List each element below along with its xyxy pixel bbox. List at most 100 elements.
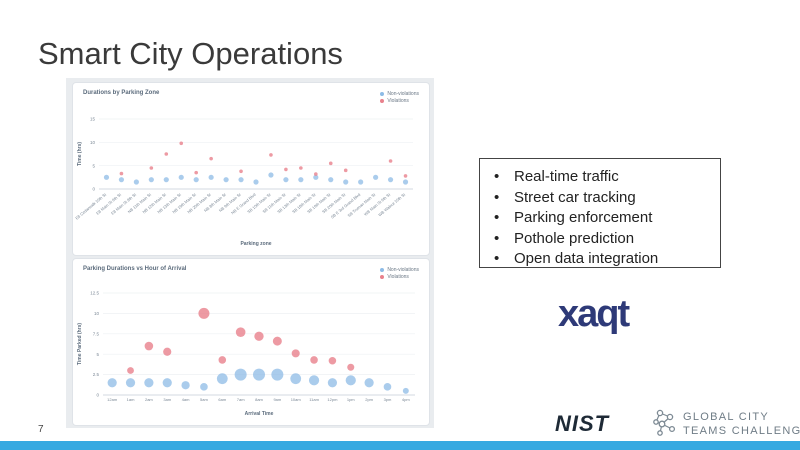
- gctc-network-icon: [653, 409, 676, 436]
- parking-zone-chart-card: 0 5 10 15 E8 Cedarwalk 10th St E8 Main St 9th…: [72, 82, 430, 256]
- feature-list-box: Real-time traffic Street car tracking Pa…: [479, 158, 721, 268]
- non-violation-point: [133, 179, 139, 185]
- chart-1-title: Durations by Parking Zone: [83, 90, 160, 96]
- violation-point: [163, 347, 172, 356]
- non-violation-point: [107, 378, 117, 388]
- violation-point: [291, 349, 300, 358]
- non-violation-swatch: [380, 91, 385, 96]
- violation-point: [299, 166, 303, 170]
- x-tick-label: 4am: [182, 397, 190, 402]
- x-axis-label: Arrival Time: [245, 411, 274, 417]
- violation-point: [347, 363, 355, 371]
- non-violation-point: [181, 381, 190, 390]
- violation-point: [209, 156, 213, 161]
- bullet-item: Open data integration: [494, 249, 710, 270]
- non-violation-point: [373, 174, 379, 180]
- x-tick-label: 11am: [309, 397, 319, 402]
- bullet-item: Pothole prediction: [494, 229, 710, 250]
- violation-point: [144, 341, 154, 351]
- non-violation-point: [216, 373, 228, 385]
- non-violation-point: [308, 375, 320, 386]
- x-tick-label: 12am: [107, 397, 118, 402]
- non-violation-point: [283, 177, 289, 183]
- violation-point: [218, 356, 227, 364]
- non-violation-point: [271, 368, 284, 381]
- violation-point: [284, 167, 288, 172]
- x-tick-label: 6am: [218, 397, 226, 402]
- bullet-item: Street car tracking: [494, 188, 710, 209]
- non-violation-point: [343, 179, 349, 185]
- non-violation-point: [313, 174, 319, 180]
- dashboard-screenshot: 0 5 10 15 E8 Cedarwalk 10th St E8 Main St 9th…: [66, 78, 434, 428]
- non-violation-point: [118, 177, 125, 183]
- violation-point: [343, 168, 348, 173]
- y-tick-label: 12.5: [90, 291, 99, 296]
- x-tick-label: 3am: [163, 397, 171, 402]
- page-number: 7: [38, 424, 44, 435]
- legend-non-violations: Non-violations: [387, 267, 419, 273]
- y-axis-label: Time (hrs): [77, 142, 83, 166]
- violation-swatch: [380, 274, 385, 279]
- violation-swatch: [380, 98, 385, 103]
- violation-point: [198, 307, 210, 319]
- y-tick-label: 2.5: [93, 372, 100, 377]
- x-tick-label: 1am: [127, 397, 135, 402]
- violation-point: [179, 141, 184, 146]
- violation-point: [272, 336, 282, 346]
- violation-point: [235, 327, 246, 337]
- y-tick-label: 10: [94, 311, 100, 316]
- y-tick-label: 0: [92, 187, 95, 192]
- violation-point: [310, 356, 318, 364]
- y-tick-label: 10: [90, 140, 96, 145]
- nist-logo: NIST: [555, 411, 610, 436]
- legend-non-violations: Non-violations: [387, 91, 419, 97]
- non-violation-point: [125, 378, 136, 388]
- non-violation-point: [402, 387, 409, 394]
- y-tick-label: 0: [96, 393, 99, 398]
- non-violation-point: [163, 177, 169, 183]
- non-violation-point: [402, 179, 409, 185]
- non-violation-point: [193, 177, 199, 183]
- bullet-item: Real-time traffic: [494, 167, 710, 188]
- non-violation-point: [253, 368, 265, 381]
- x-tick-label: 2am: [145, 397, 153, 402]
- nist-wordmark: NIST: [555, 411, 610, 436]
- non-violation-point: [234, 368, 247, 381]
- non-violation-point: [238, 177, 244, 183]
- x-tick-label: WB Walnut 10th St: [377, 191, 407, 217]
- x-tick-label: 7am: [237, 397, 245, 402]
- x-axis-label: Parking zone: [240, 241, 271, 247]
- x-tick-label: 1pm: [347, 397, 355, 402]
- non-violation-point: [328, 177, 334, 183]
- violation-point: [164, 152, 169, 156]
- non-violation-point: [387, 177, 394, 183]
- violation-point: [119, 171, 124, 176]
- xaqt-wordmark: xaqt: [558, 293, 630, 335]
- non-violation-point: [298, 177, 304, 183]
- violation-point: [149, 166, 154, 170]
- non-violation-point: [383, 383, 392, 391]
- slide-title: Smart City Operations: [38, 36, 343, 71]
- legend-violations: Violations: [387, 98, 409, 104]
- non-violation-point: [268, 172, 274, 178]
- gctc-line-1: GLOBAL CITY: [683, 411, 770, 423]
- violation-point: [328, 356, 337, 365]
- violation-point: [269, 153, 273, 157]
- non-violation-point: [148, 177, 154, 183]
- footer-accent-bar: [0, 441, 800, 450]
- chart-2-legend: Non-violations Violations: [380, 267, 419, 281]
- violation-point: [388, 159, 393, 163]
- x-tick-label: 9am: [273, 397, 281, 402]
- non-violation-point: [208, 174, 214, 180]
- x-tick-label: 8am: [255, 397, 263, 402]
- y-axis-label: Time Parked (hrs): [77, 323, 83, 365]
- non-violation-point: [253, 179, 259, 185]
- non-violation-point: [103, 174, 110, 180]
- non-violation-point: [327, 378, 338, 388]
- violation-point: [254, 331, 264, 341]
- x-tick-label: 10am: [291, 397, 302, 402]
- y-tick-label: 15: [90, 117, 96, 122]
- x-tick-label: 3pm: [384, 397, 392, 402]
- non-violation-point: [200, 383, 208, 391]
